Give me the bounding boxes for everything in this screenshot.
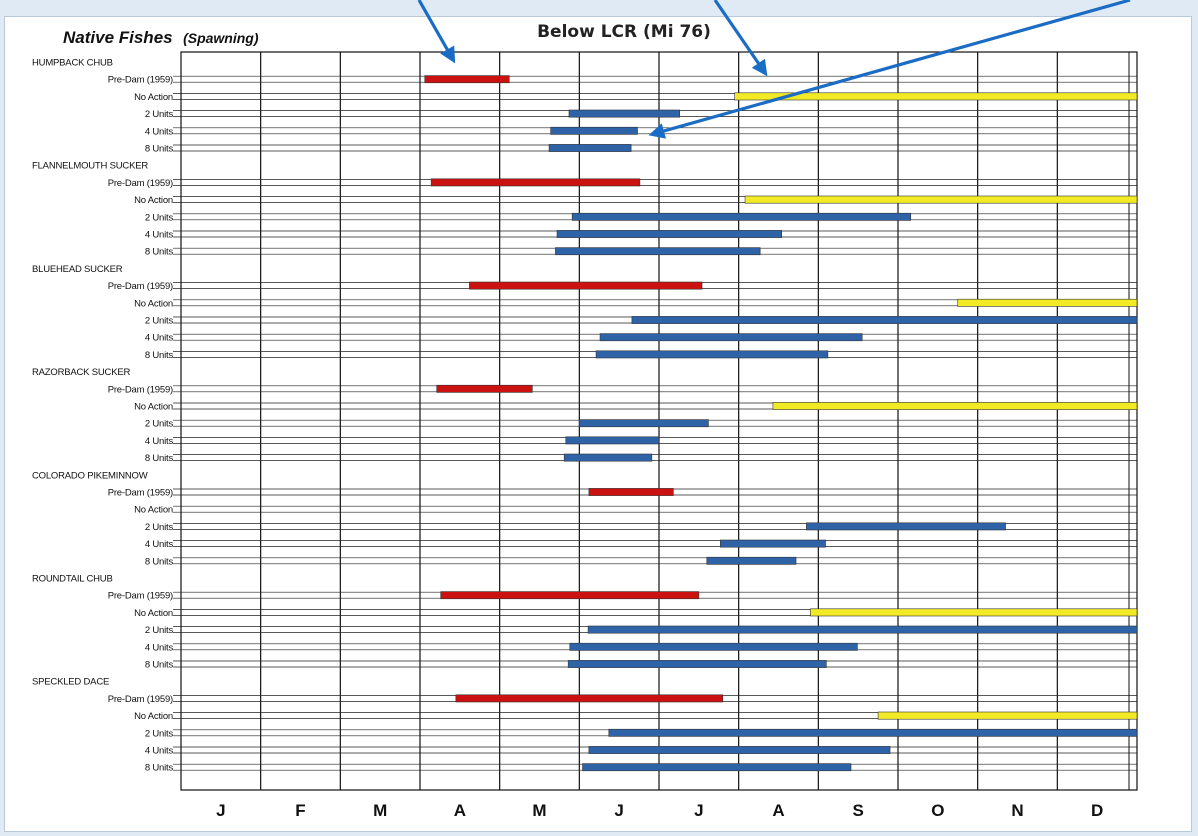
row-label: No Action <box>134 195 173 206</box>
month-label: M <box>373 801 387 820</box>
row-label: 8 Units <box>145 144 174 155</box>
month-label: O <box>931 801 944 820</box>
spawning-bar <box>569 642 858 651</box>
row-label: No Action <box>134 711 173 722</box>
row-label: 4 Units <box>145 539 174 550</box>
chart-frame: Native Fishes (Spawning) Below LCR (Mi 7… <box>4 16 1192 832</box>
row-label: Pre-Dam (1959) <box>108 591 173 602</box>
row-label: 4 Units <box>145 126 174 137</box>
group-label: FLANNELMOUTH SUCKER <box>32 161 148 172</box>
row-label: 4 Units <box>145 230 174 241</box>
row-label: 4 Units <box>145 746 174 757</box>
spawning-bar <box>568 109 681 118</box>
spawning-bar <box>595 350 829 359</box>
row-label: 4 Units <box>145 436 174 447</box>
month-label: J <box>216 801 225 820</box>
spawning-bar <box>548 144 632 152</box>
spawning-bar <box>567 660 827 668</box>
spawning-bar <box>436 384 533 393</box>
spawning-bar <box>810 608 1138 617</box>
month-label: N <box>1011 801 1023 820</box>
spawning-bar <box>599 333 863 342</box>
group-label: RAZORBACK SUCKER <box>32 367 130 378</box>
row-label: 2 Units <box>145 109 174 120</box>
chart-title: Below LCR (Mi 76) <box>537 22 711 42</box>
row-label: No Action <box>134 92 173 103</box>
spawning-bar <box>877 711 1138 720</box>
month-label: A <box>772 801 784 820</box>
spawning-bar <box>720 539 826 548</box>
spawning-bar <box>587 625 1138 634</box>
row-label: 2 Units <box>145 625 174 636</box>
month-label: S <box>852 801 863 820</box>
spawning-bar <box>440 591 700 600</box>
group-label: BLUEHEAD SUCKER <box>32 264 123 275</box>
spawning-bar <box>550 126 638 135</box>
row-label: 8 Units <box>145 660 174 671</box>
chart-side-title: Native Fishes (Spawning) <box>63 28 259 47</box>
spawning-bar <box>556 230 782 238</box>
row-label: Pre-Dam (1959) <box>108 694 173 705</box>
row-label: 2 Units <box>145 316 174 327</box>
spawning-bar <box>706 556 797 565</box>
row-label: No Action <box>134 298 173 309</box>
row-label: 2 Units <box>145 212 174 223</box>
spawning-bar <box>455 694 724 703</box>
spawning-bar <box>588 746 891 754</box>
month-label: A <box>454 801 466 820</box>
spawning-bar <box>957 298 1138 307</box>
row-label: Pre-Dam (1959) <box>108 488 173 499</box>
row-label: No Action <box>134 608 173 619</box>
row-label: No Action <box>134 505 173 516</box>
row-label: 8 Units <box>145 247 174 258</box>
group-label: ROUNDTAIL CHUB <box>32 574 113 585</box>
bar-layer <box>424 75 1138 772</box>
spawning-bar <box>430 178 641 187</box>
row-label: 8 Units <box>145 453 174 464</box>
group-label: SPECKLED DACE <box>32 677 109 688</box>
spawning-bar <box>469 281 703 290</box>
row-label: Pre-Dam (1959) <box>108 75 173 86</box>
row-label: 4 Units <box>145 642 174 653</box>
label-layer: HUMPBACK CHUB Pre-Dam (1959) No Action 2 Un… <box>32 58 174 774</box>
spawning-bar <box>806 522 1006 531</box>
group-label: HUMPBACK CHUB <box>32 58 113 69</box>
spawning-bar <box>582 763 852 772</box>
row-label: 8 Units <box>145 556 174 567</box>
spawning-bar <box>555 247 761 256</box>
row-label: 2 Units <box>145 522 174 533</box>
month-label: J <box>614 801 623 820</box>
spawning-bar <box>631 316 1138 324</box>
month-label: J <box>694 801 703 820</box>
month-label: D <box>1091 801 1103 820</box>
row-label: No Action <box>134 402 173 413</box>
row-label: Pre-Dam (1959) <box>108 384 173 395</box>
spawning-bar <box>565 436 660 445</box>
spawning-bar <box>424 75 510 84</box>
spawning-bar <box>571 212 912 221</box>
row-label: 8 Units <box>145 350 174 361</box>
spawning-bar <box>563 453 653 462</box>
side-title-text: Native Fishes <box>63 28 173 47</box>
spawning-gantt-chart: Native Fishes (Spawning) Below LCR (Mi 7… <box>32 22 1138 820</box>
month-label: M <box>532 801 546 820</box>
spawning-bar <box>608 728 1138 737</box>
row-label: 4 Units <box>145 333 174 344</box>
row-label: 2 Units <box>145 728 174 739</box>
month-label: F <box>295 801 305 820</box>
spawning-bar <box>579 419 709 428</box>
row-label: Pre-Dam (1959) <box>108 281 173 292</box>
row-label: Pre-Dam (1959) <box>108 178 173 189</box>
spawning-bar <box>744 195 1138 204</box>
spawning-bar <box>772 402 1138 410</box>
group-label: COLORADO PIKEMINNOW <box>32 470 148 481</box>
spawning-bar <box>734 92 1138 101</box>
row-label: 8 Units <box>145 763 174 774</box>
row-label: 2 Units <box>145 419 174 430</box>
side-subtitle-text: (Spawning) <box>183 30 259 46</box>
spawning-bar <box>588 488 674 496</box>
